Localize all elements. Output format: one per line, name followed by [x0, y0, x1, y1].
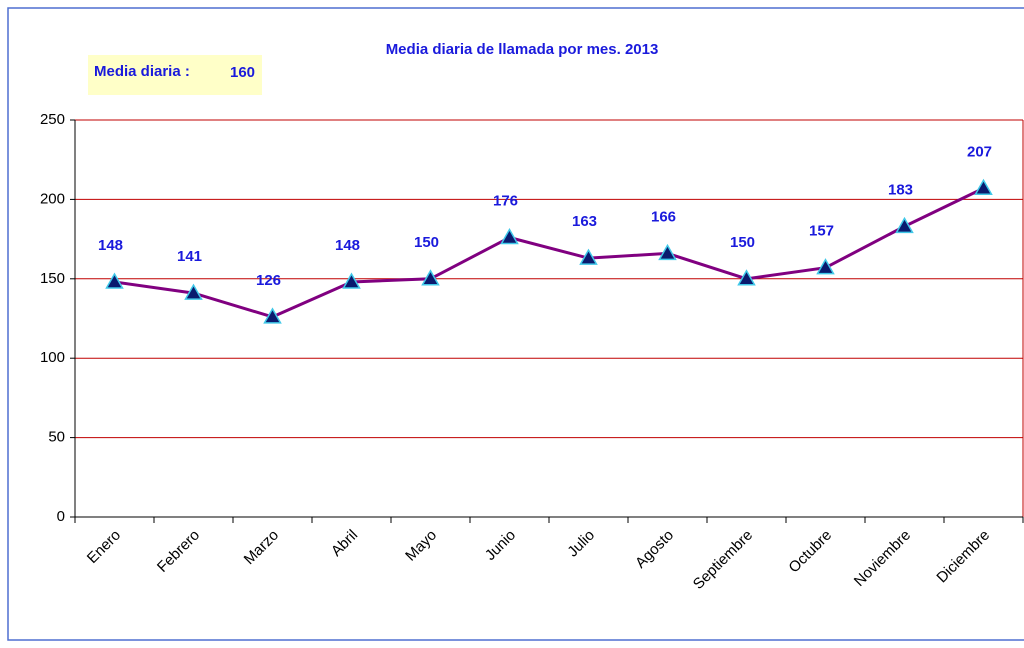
chart-title: Media diaria de llamada por mes. 2013	[386, 41, 659, 58]
data-label: 150	[730, 234, 755, 251]
data-marker	[895, 216, 914, 234]
y-tick-label: 200	[40, 190, 65, 207]
annotation-value: 160	[230, 64, 255, 81]
data-marker	[500, 228, 519, 245]
annotation-box	[88, 55, 262, 95]
chart-frame	[7, 7, 1024, 641]
data-marker	[184, 283, 203, 300]
data-label: 150	[414, 234, 439, 251]
data-marker	[263, 307, 282, 324]
data-marker	[974, 178, 993, 196]
data-label: 148	[98, 237, 123, 254]
data-marker	[342, 272, 361, 289]
data-marker	[816, 258, 835, 275]
data-label: 141	[177, 248, 202, 265]
data-label: 157	[809, 223, 834, 240]
data-marker	[421, 269, 440, 286]
annotation-label: Media diaria :	[94, 63, 190, 80]
data-label: 148	[335, 237, 360, 254]
y-tick-label: 100	[40, 349, 65, 366]
y-tick-label: 150	[40, 270, 65, 287]
data-label: 176	[493, 192, 518, 209]
data-label: 207	[967, 143, 992, 160]
data-marker	[105, 272, 124, 289]
data-marker	[579, 248, 598, 265]
y-tick-label: 0	[57, 508, 65, 525]
data-label: 183	[888, 181, 913, 198]
data-label: 126	[256, 272, 281, 289]
data-marker	[737, 269, 756, 286]
data-label: 163	[572, 213, 597, 230]
y-tick-label: 50	[48, 429, 65, 446]
data-line	[114, 186, 985, 319]
data-label: 166	[651, 208, 676, 225]
y-tick-label: 250	[40, 111, 65, 128]
data-marker	[658, 243, 677, 261]
